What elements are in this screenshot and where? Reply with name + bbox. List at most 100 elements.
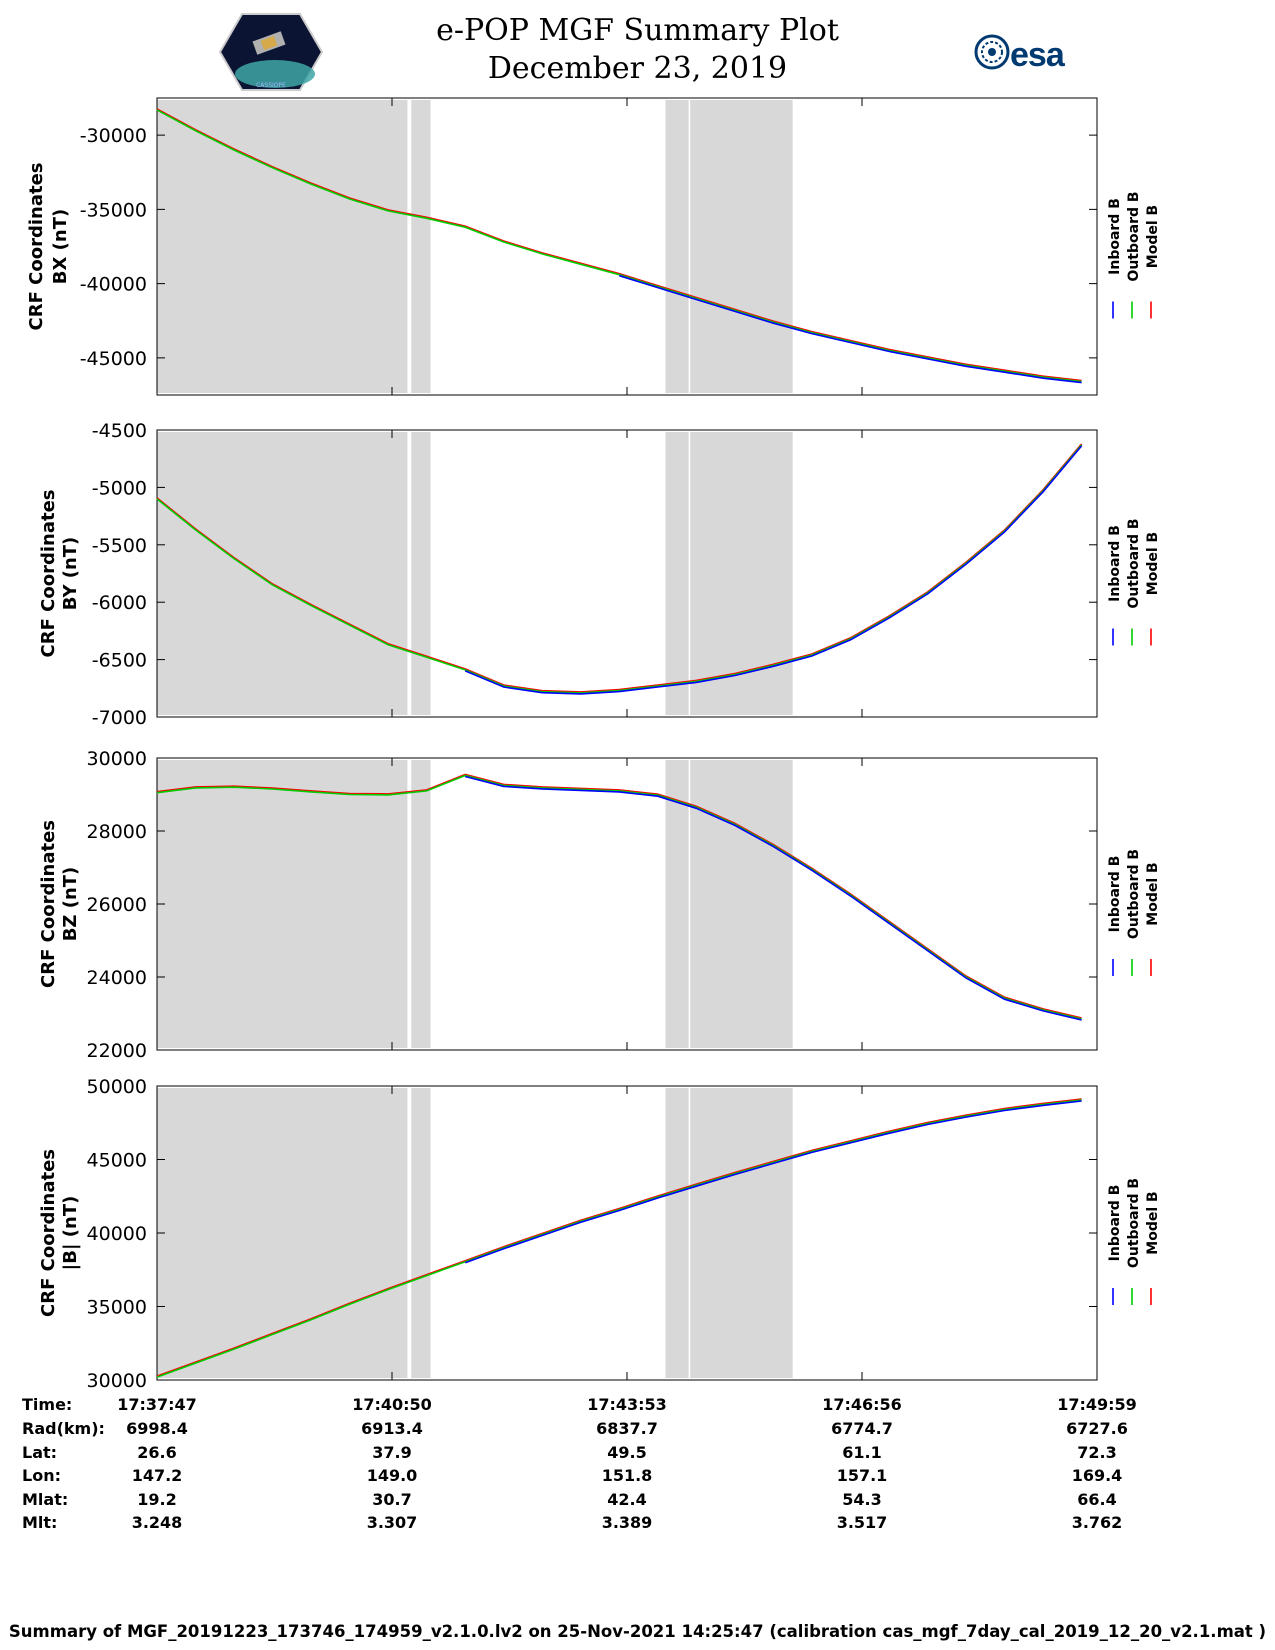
ephemeris-cell: 6727.6 [1066,1419,1128,1438]
y-tick-label: 40000 [87,1223,147,1245]
legend-label: Model B [1145,1191,1161,1254]
y-tick-label: 45000 [87,1150,147,1172]
y-axis-label-line1: CRF Coordinates [38,820,59,988]
ephemeris-row-label: Lon: [22,1466,61,1485]
ephemeris-cell: 151.8 [602,1466,653,1485]
ephemeris-cell: 147.2 [132,1466,183,1485]
plot-title: e-POP MGF Summary Plot December 23, 2019 [0,12,1275,88]
ephemeris-cell: 3.389 [602,1513,653,1532]
ephemeris-cell: 157.1 [837,1466,888,1485]
y-tick-label: 35000 [87,1297,147,1319]
legend-label: Inboard B [1107,1185,1123,1262]
legend-label: Outboard B [1126,1178,1142,1268]
series-line-model-b [156,1098,1082,1377]
y-tick-label: -5000 [92,477,147,499]
series-line-outboard-b [156,774,1082,1020]
ephemeris-cell: 3.517 [837,1513,888,1532]
ephemeris-cell: 17:43:53 [587,1395,667,1414]
y-axis-label-line1: CRF Coordinates [26,163,47,331]
ephemeris-cell: 42.4 [607,1490,646,1509]
summary-line: Summary of MGF_20191223_173746_174959_v2… [8,1622,1267,1641]
panel-2: -4500 -5000 -5500 -6000 -6500 -7000 CRF Coordi… [38,420,1161,729]
y-tick-label: -5500 [92,535,147,557]
ephemeris-cell: 3.762 [1072,1513,1123,1532]
title-line-1: e-POP MGF Summary Plot [436,13,839,48]
panel-4: 50000 45000 40000 35000 30000 CRF Coordinates… [38,1076,1161,1392]
legend-label: Outboard B [1126,518,1142,608]
panel-3: 30000 28000 26000 24000 22000 CRF Coordinates… [38,748,1161,1062]
ephemeris-cell: 149.0 [367,1466,418,1485]
ephemeris-cell: 17:49:59 [1057,1395,1137,1414]
ephemeris-cell: 17:40:50 [352,1395,432,1414]
ephemeris-cell: 17:37:47 [117,1395,197,1414]
y-tick-label: -4500 [92,420,147,442]
cassiope-logo: CASSIOPE [218,13,324,91]
y-tick-label: -40000 [80,274,147,296]
ephemeris-cell: 49.5 [607,1443,646,1462]
shaded-interval [411,432,431,715]
legend-label: Inboard B [1107,198,1123,275]
shaded-interval [665,1088,689,1378]
ephemeris-cell: 6774.7 [831,1419,893,1438]
ephemeris-cell: 37.9 [372,1443,411,1462]
legend-label: Inboard B [1107,525,1123,602]
shaded-interval [665,100,689,393]
shaded-interval [665,760,689,1048]
ephemeris-cell: 61.1 [842,1443,881,1462]
ephemeris-row-label: Mlt: [22,1513,57,1532]
shaded-interval [157,432,408,715]
series-line-inboard-b [619,274,1082,384]
ephemeris-cell: 169.4 [1072,1466,1123,1485]
y-axis-label-line2: BY (nT) [60,537,81,611]
panel-1: -30000 -35000 -40000 -45000 CRF Coordinates B… [26,97,1161,396]
y-tick-label: -6500 [92,650,147,672]
esa-globe-icon [974,34,1010,70]
shaded-interval [690,100,793,393]
y-tick-label: 30000 [87,1370,147,1392]
y-axis-label-line2: BZ (nT) [60,867,81,942]
shaded-interval [411,760,431,1048]
series-line-outboard-b [156,1099,1082,1378]
ephemeris-cell: 6837.7 [596,1419,658,1438]
shaded-interval [157,760,408,1048]
legend-label: Inboard B [1107,856,1123,933]
shaded-interval [157,1088,408,1378]
shaded-interval [411,1088,431,1378]
ephemeris-cell: 30.7 [372,1490,411,1509]
y-axis-label-line2: BX (nT) [50,209,71,284]
series-line-model-b [156,773,1082,1019]
y-tick-label: -45000 [80,348,147,370]
ephemeris-row-label: Lat: [22,1443,57,1462]
legend-label: Model B [1145,205,1161,268]
y-tick-label: 24000 [87,967,147,989]
legend-label: Outboard B [1126,849,1142,939]
legend-label: Model B [1145,532,1161,595]
shaded-interval [690,432,793,715]
ephemeris-row-label: Mlat: [22,1490,68,1509]
ephemeris-cell: 72.3 [1077,1443,1116,1462]
ephemeris-cell: 17:46:56 [822,1395,902,1414]
series-line-inboard-b [464,1100,1082,1264]
shaded-interval [665,432,689,715]
ephemeris-cell: 66.4 [1077,1490,1116,1509]
y-tick-label: -30000 [80,125,147,147]
ephemeris-cell: 54.3 [842,1490,881,1509]
ephemeris-cell: 6998.4 [126,1419,188,1438]
legend-label: Model B [1145,862,1161,925]
y-tick-label: 30000 [87,748,147,770]
ephemeris-cell: 26.6 [137,1443,176,1462]
y-axis-label-line1: CRF Coordinates [38,490,59,658]
y-tick-label: 50000 [87,1076,147,1098]
y-tick-label: 28000 [87,821,147,843]
y-tick-label: -35000 [80,199,147,221]
series-line-outboard-b [156,109,1082,383]
y-tick-label: 26000 [87,894,147,916]
ephemeris-cell: 6913.4 [361,1419,423,1438]
shaded-interval [157,100,408,393]
ephemeris-row-label: Time: [22,1395,72,1414]
title-line-2: December 23, 2019 [487,51,788,86]
ephemeris-cell: 19.2 [137,1490,176,1509]
shaded-interval [411,100,431,393]
esa-logo-text: esa [1010,36,1065,74]
